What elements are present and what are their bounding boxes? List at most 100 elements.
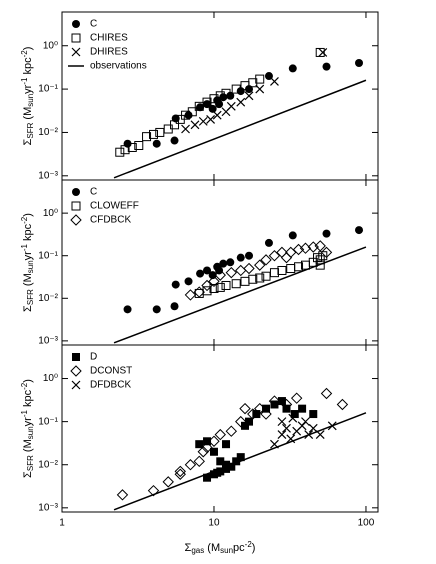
legend-marker — [72, 20, 80, 28]
data-point — [226, 101, 236, 111]
legend-marker — [71, 201, 81, 211]
label-part: -2 — [20, 382, 29, 390]
label-part: ) — [22, 379, 34, 383]
data-point — [221, 280, 231, 290]
label-part: sun — [220, 546, 233, 555]
label-part: (M — [22, 273, 34, 289]
data-point — [134, 140, 144, 150]
data-point — [320, 387, 333, 400]
data-point — [120, 145, 130, 155]
data-point — [115, 147, 125, 157]
data-point — [170, 136, 179, 145]
data-point — [198, 116, 208, 126]
data-point — [193, 455, 205, 468]
data-point — [255, 74, 265, 84]
data-point — [245, 251, 254, 260]
label-part: ) — [22, 47, 34, 51]
label-part: -2 — [20, 216, 29, 224]
data-point — [322, 62, 331, 71]
data-point — [222, 464, 231, 473]
data-point — [212, 110, 222, 120]
data-point — [236, 453, 245, 462]
label-part: yr — [22, 417, 34, 427]
legend-marker — [71, 33, 81, 43]
y-tick-label: 10⁻¹ — [38, 84, 58, 95]
data-point — [206, 114, 216, 124]
data-point — [116, 489, 129, 501]
label-part: Σ — [22, 471, 34, 478]
data-point — [202, 97, 212, 107]
data-point — [301, 417, 310, 427]
label-part: sun — [26, 426, 35, 439]
data-point — [336, 398, 349, 411]
observation-line — [113, 246, 367, 344]
legend-marker — [71, 47, 81, 57]
data-point — [142, 132, 152, 142]
data-point — [208, 104, 217, 113]
data-point — [194, 288, 204, 298]
data-point — [170, 302, 179, 311]
data-point — [290, 392, 303, 404]
data-point — [254, 402, 266, 415]
data-point — [355, 58, 364, 67]
observation-line — [113, 79, 367, 179]
data-point — [255, 273, 265, 283]
y-tick-label: 10⁻² — [38, 459, 58, 470]
data-point — [270, 400, 279, 409]
data-point — [170, 120, 180, 130]
legend-label: DFDBCK — [90, 380, 131, 391]
y-tick-label: 10⁻¹ — [38, 250, 58, 261]
label-part: -2 — [20, 50, 29, 58]
y-tick-label: 10⁻¹ — [38, 416, 58, 427]
data-point — [298, 404, 307, 413]
legend-label: CLOWEFF — [90, 201, 139, 212]
data-point — [288, 231, 297, 240]
x-axis-label: Σgas (Msunpc-2) — [185, 540, 256, 555]
label-part: (M — [22, 107, 34, 123]
data-point — [203, 473, 212, 482]
data-point — [231, 279, 241, 289]
data-point — [187, 107, 197, 117]
legend-label: D — [90, 352, 97, 363]
y-tick-label: 10⁰ — [43, 373, 58, 384]
data-point — [174, 465, 186, 478]
data-point — [322, 229, 331, 238]
label-part: yr — [22, 251, 34, 261]
data-point — [162, 476, 174, 488]
label-part: kpc — [22, 223, 34, 244]
y-axis-label: ΣSFR (Msunyr-1 kpc-2) — [20, 213, 35, 312]
data-point — [255, 84, 265, 94]
data-point — [252, 410, 261, 419]
data-point — [214, 269, 226, 281]
data-point — [286, 264, 296, 274]
data-point — [355, 226, 364, 235]
legend-label: observations — [90, 61, 147, 72]
label-part: SFR — [26, 122, 35, 138]
label-part: SFR — [26, 289, 35, 305]
data-point — [201, 279, 213, 292]
y-tick-label: 10⁻² — [38, 127, 58, 138]
label-part: pc — [233, 542, 245, 554]
data-point — [219, 259, 228, 268]
data-point — [196, 269, 205, 278]
data-point — [208, 275, 220, 288]
data-point — [248, 274, 258, 284]
observation-line — [113, 412, 367, 511]
label-part: -1 — [20, 77, 29, 85]
data-point — [314, 240, 326, 252]
data-point — [235, 264, 247, 277]
label-part: yr — [22, 84, 34, 94]
data-point — [277, 430, 287, 440]
data-point — [225, 425, 238, 437]
data-point — [245, 417, 254, 426]
data-point — [309, 410, 318, 419]
label-part: Σ — [22, 138, 34, 145]
data-point — [247, 408, 259, 420]
y-tick-label: 10⁻³ — [38, 170, 58, 181]
label-part: kpc — [22, 57, 34, 78]
data-point — [149, 129, 159, 139]
data-point — [290, 410, 299, 419]
data-point — [268, 395, 281, 407]
data-point — [277, 417, 287, 427]
label-part: ) — [22, 213, 34, 217]
